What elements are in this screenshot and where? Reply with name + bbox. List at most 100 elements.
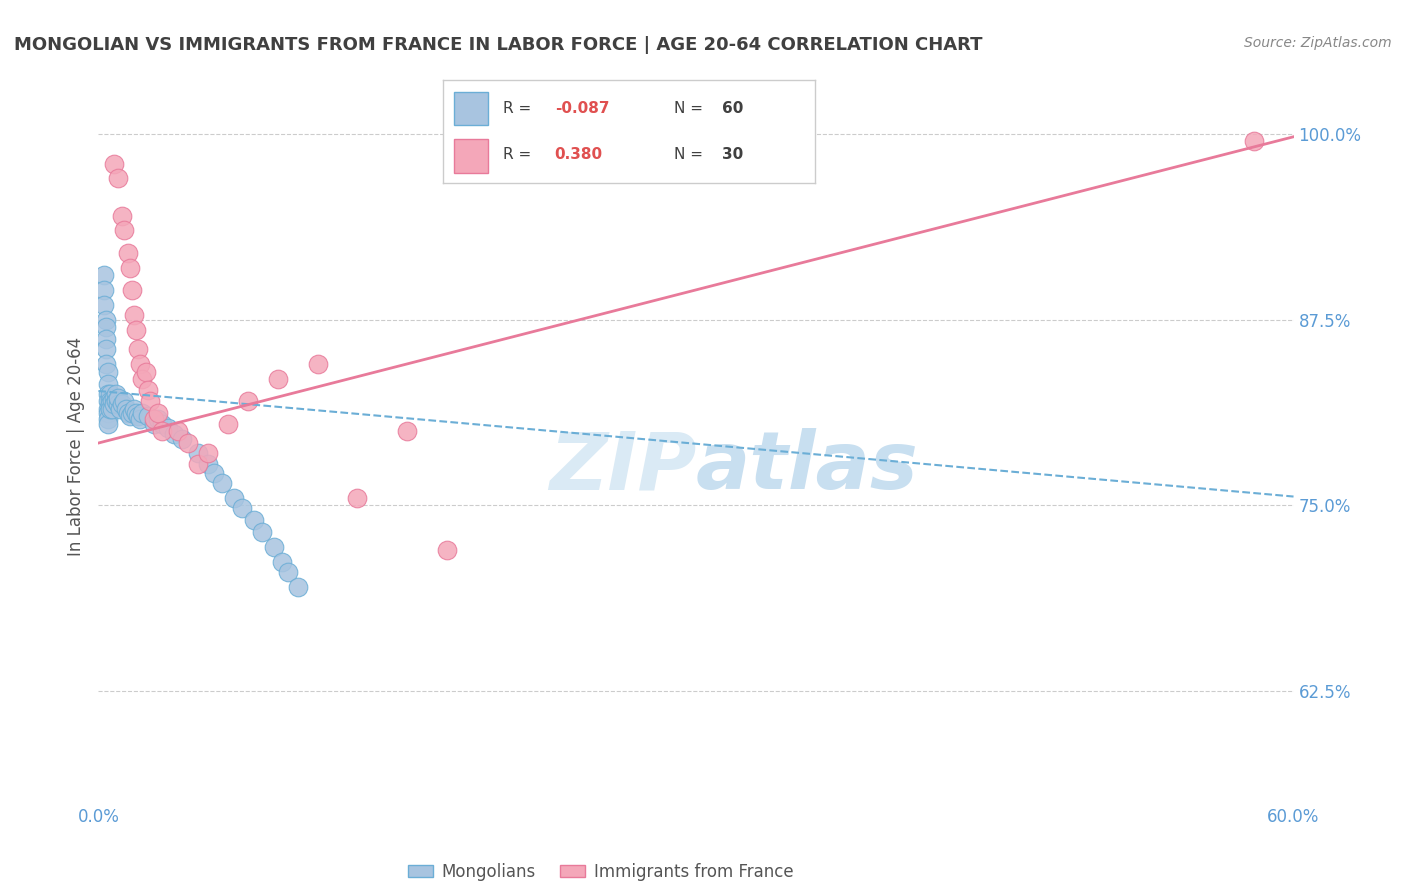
Point bbox=[107, 397, 129, 411]
Point bbox=[112, 223, 135, 237]
Point bbox=[96, 332, 118, 346]
Point bbox=[172, 432, 194, 446]
Point bbox=[124, 401, 146, 416]
Point bbox=[231, 501, 253, 516]
Point bbox=[177, 436, 200, 450]
Point bbox=[121, 283, 143, 297]
Point bbox=[396, 424, 419, 438]
Point bbox=[100, 387, 122, 401]
Point bbox=[236, 394, 259, 409]
Text: atlas: atlas bbox=[696, 428, 918, 507]
Point bbox=[93, 283, 115, 297]
Point bbox=[110, 401, 132, 416]
Legend: Mongolians, Immigrants from France: Mongolians, Immigrants from France bbox=[401, 856, 800, 888]
Point bbox=[131, 372, 153, 386]
Point bbox=[157, 421, 180, 435]
Text: 30: 30 bbox=[723, 147, 744, 162]
Point bbox=[148, 406, 170, 420]
Text: N =: N = bbox=[673, 101, 707, 116]
Point bbox=[136, 383, 159, 397]
Point bbox=[97, 412, 120, 426]
Point bbox=[100, 397, 122, 411]
Point bbox=[163, 427, 186, 442]
Point bbox=[115, 401, 138, 416]
Point bbox=[148, 412, 170, 426]
Y-axis label: In Labor Force | Age 20-64: In Labor Force | Age 20-64 bbox=[66, 336, 84, 556]
Point bbox=[120, 260, 142, 275]
Point bbox=[436, 543, 458, 558]
Point bbox=[217, 417, 239, 431]
Point bbox=[124, 308, 146, 322]
Point bbox=[97, 365, 120, 379]
Point bbox=[125, 323, 148, 337]
Point bbox=[129, 357, 152, 371]
Point bbox=[211, 476, 233, 491]
Point bbox=[267, 372, 290, 386]
Point bbox=[117, 406, 139, 420]
Point bbox=[135, 365, 157, 379]
Point bbox=[111, 209, 134, 223]
Point bbox=[167, 424, 190, 438]
Point bbox=[150, 417, 173, 431]
Point bbox=[96, 320, 118, 334]
Point bbox=[97, 387, 120, 401]
Point bbox=[103, 156, 125, 170]
Point bbox=[101, 401, 124, 416]
Point bbox=[100, 394, 122, 409]
Point bbox=[97, 394, 120, 409]
Point bbox=[101, 394, 124, 409]
Text: N =: N = bbox=[673, 147, 707, 162]
Text: -0.087: -0.087 bbox=[554, 101, 609, 116]
FancyBboxPatch shape bbox=[454, 139, 488, 173]
Point bbox=[150, 424, 173, 438]
Point bbox=[112, 394, 135, 409]
Point bbox=[136, 409, 159, 424]
Point bbox=[197, 457, 219, 471]
Point bbox=[97, 417, 120, 431]
Text: MONGOLIAN VS IMMIGRANTS FROM FRANCE IN LABOR FORCE | AGE 20-64 CORRELATION CHART: MONGOLIAN VS IMMIGRANTS FROM FRANCE IN L… bbox=[14, 36, 983, 54]
Point bbox=[287, 580, 309, 594]
Point bbox=[107, 392, 129, 406]
Point bbox=[93, 268, 115, 282]
Point bbox=[263, 540, 285, 554]
Text: 60: 60 bbox=[723, 101, 744, 116]
Point bbox=[222, 491, 245, 505]
Point bbox=[120, 409, 142, 424]
Text: Source: ZipAtlas.com: Source: ZipAtlas.com bbox=[1244, 36, 1392, 50]
Point bbox=[127, 409, 149, 424]
Point bbox=[143, 417, 166, 431]
Point bbox=[103, 397, 125, 411]
Point bbox=[111, 397, 134, 411]
Point bbox=[131, 406, 153, 420]
Point bbox=[125, 406, 148, 420]
Text: ZIP: ZIP bbox=[548, 428, 696, 507]
Point bbox=[96, 357, 118, 371]
Point bbox=[197, 446, 219, 460]
Point bbox=[346, 491, 368, 505]
Point bbox=[100, 401, 122, 416]
Point bbox=[277, 566, 299, 580]
Point bbox=[117, 245, 139, 260]
Point bbox=[129, 412, 152, 426]
Point bbox=[270, 555, 292, 569]
Point bbox=[139, 394, 162, 409]
Point bbox=[103, 392, 125, 406]
Point bbox=[187, 446, 209, 460]
Point bbox=[93, 298, 115, 312]
Point bbox=[97, 401, 120, 416]
Point bbox=[96, 312, 118, 326]
Point bbox=[250, 525, 273, 540]
Point bbox=[97, 376, 120, 391]
Text: R =: R = bbox=[502, 101, 536, 116]
Point bbox=[187, 457, 209, 471]
Text: 0.380: 0.380 bbox=[554, 147, 603, 162]
Point bbox=[143, 412, 166, 426]
Point bbox=[121, 406, 143, 420]
Point bbox=[1243, 134, 1265, 148]
Point bbox=[307, 357, 329, 371]
FancyBboxPatch shape bbox=[454, 92, 488, 126]
Point bbox=[107, 171, 129, 186]
Point bbox=[127, 343, 149, 357]
Point bbox=[202, 466, 225, 480]
Point bbox=[97, 406, 120, 420]
